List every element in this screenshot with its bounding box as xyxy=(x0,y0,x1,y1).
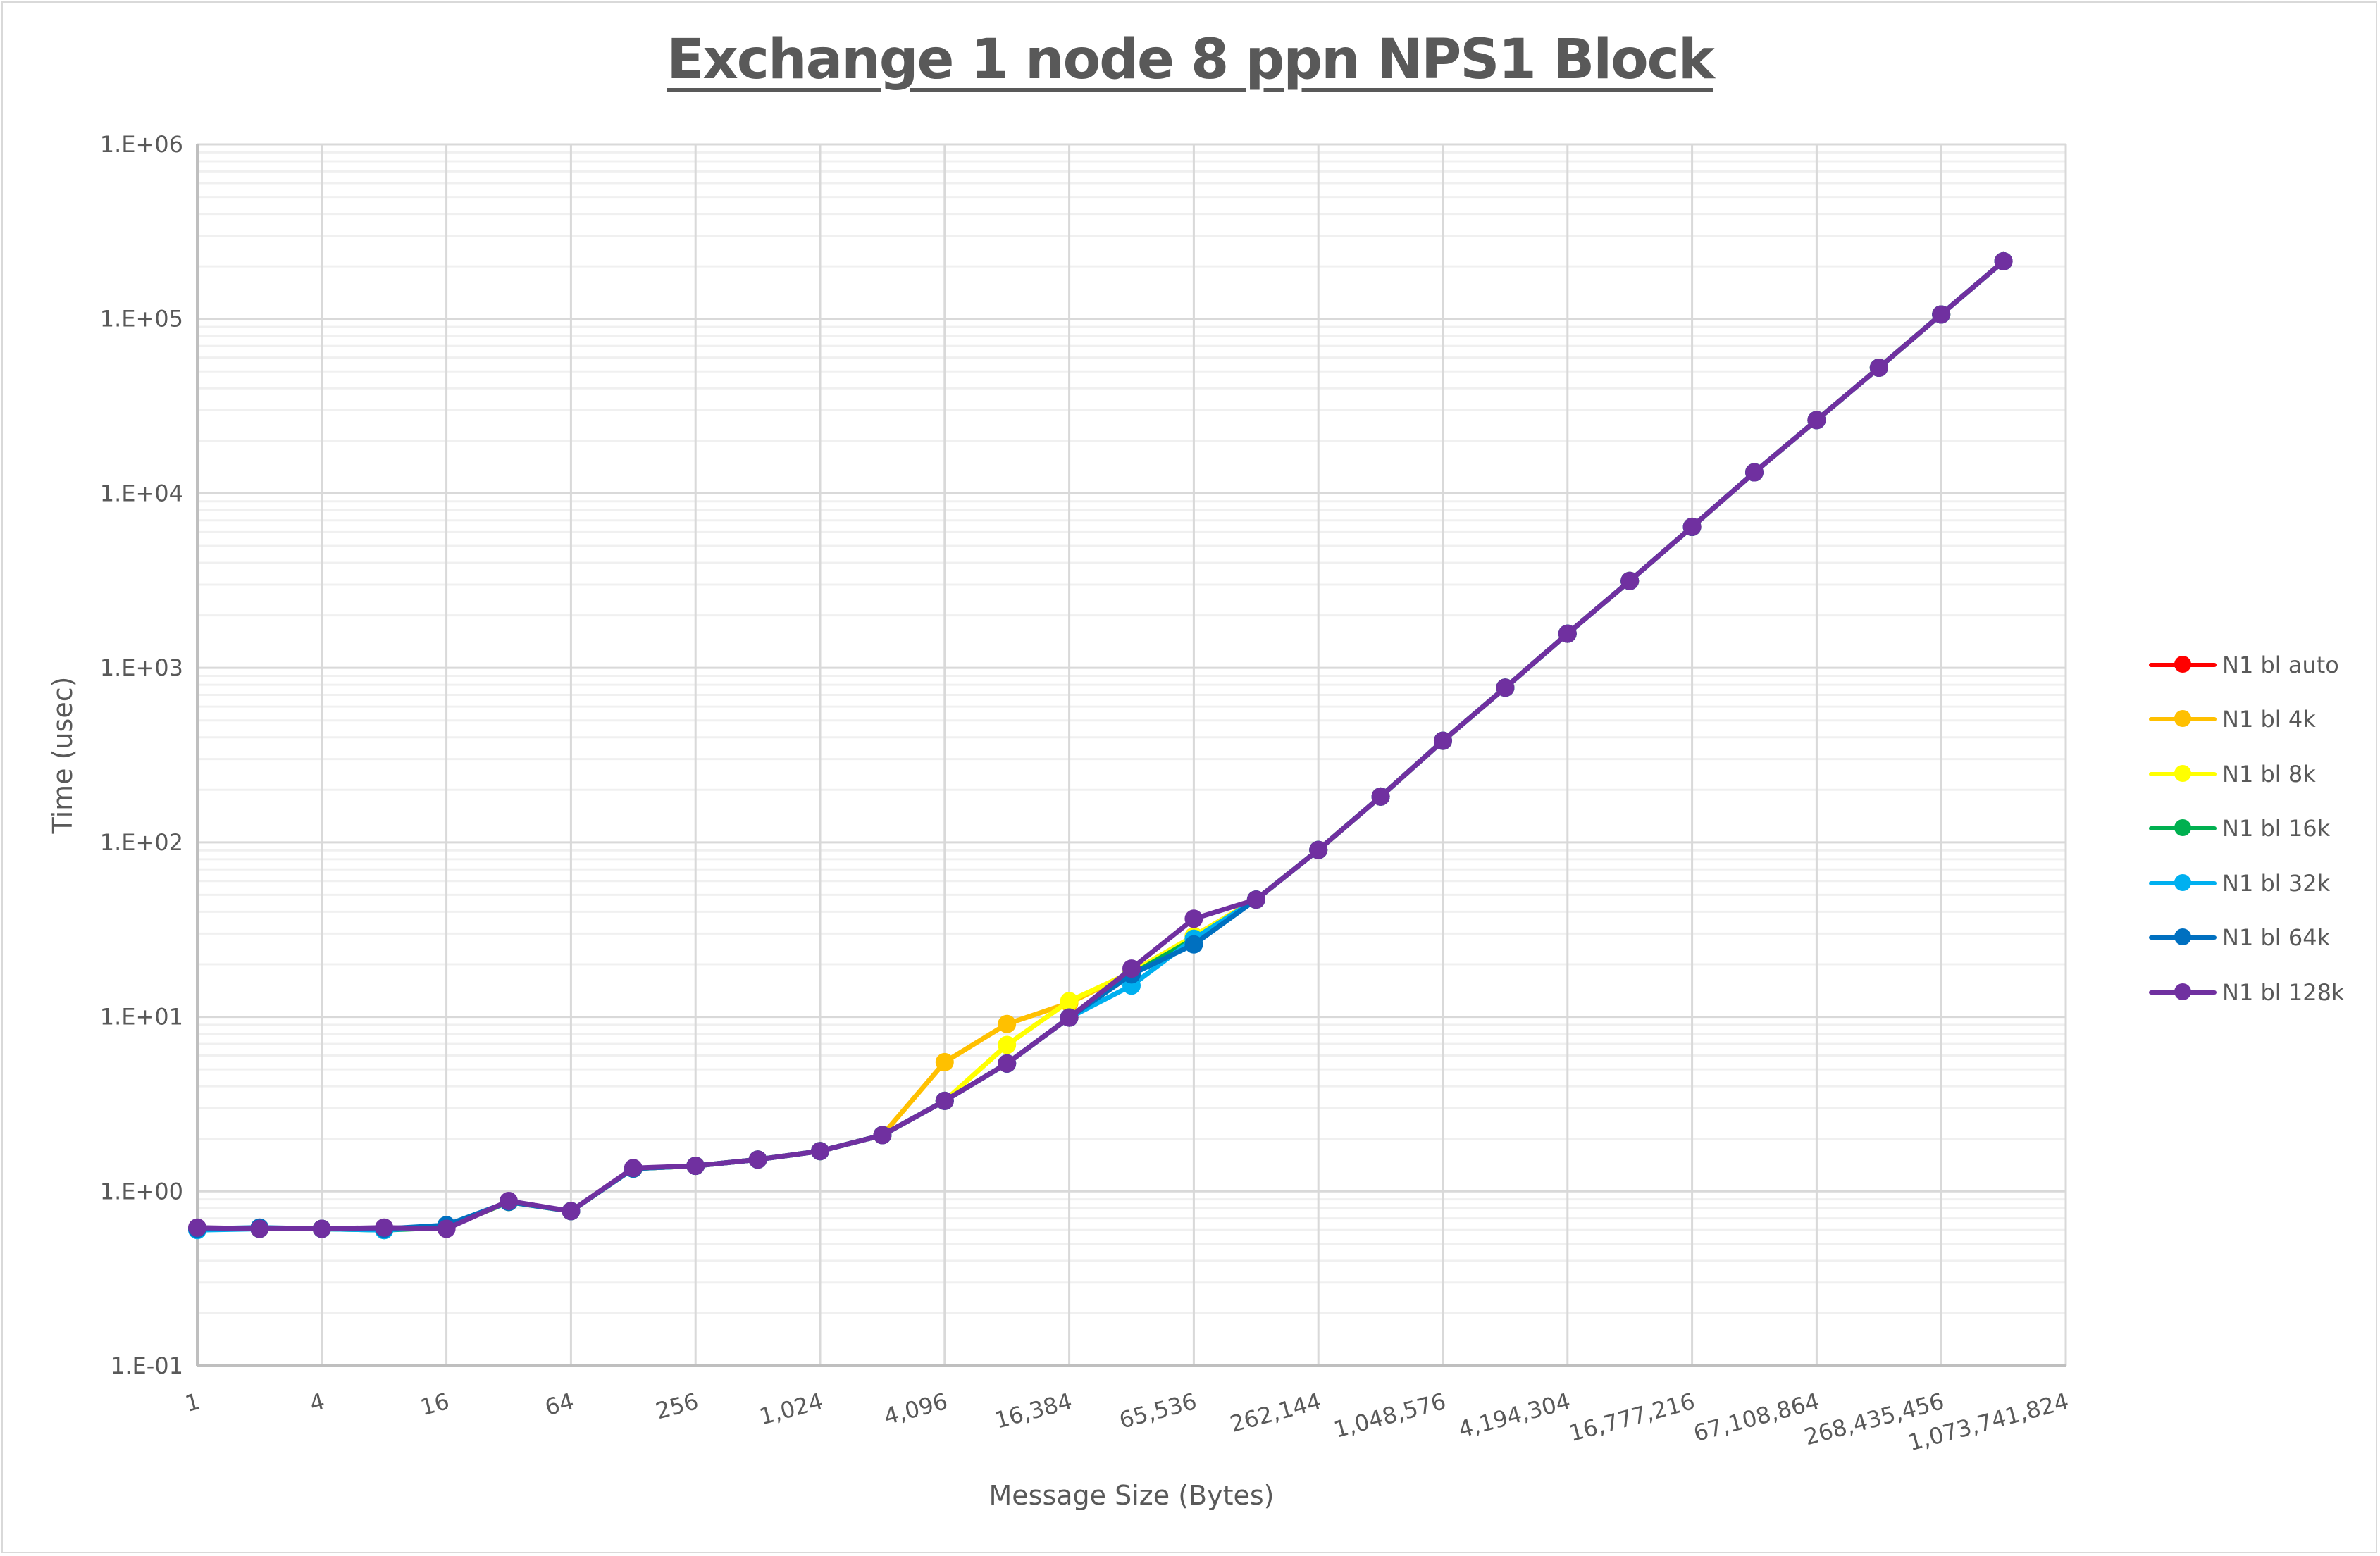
data-point-marker xyxy=(624,1159,643,1178)
legend-item[interactable]: N1 bl 16k xyxy=(2149,802,2344,857)
legend-label: N1 bl 64k xyxy=(2222,924,2331,952)
legend-swatch-icon xyxy=(2149,927,2217,948)
data-point-marker xyxy=(748,1150,767,1169)
data-point-marker xyxy=(935,1052,954,1071)
data-point-marker xyxy=(1558,624,1577,643)
x-tick-label: 65,536 xyxy=(1116,1388,1199,1434)
legend-label: N1 bl 128k xyxy=(2222,978,2345,1006)
data-point-marker xyxy=(1122,959,1141,978)
data-point-marker xyxy=(1184,909,1203,928)
legend-item[interactable]: N1 bl 8k xyxy=(2149,747,2344,802)
y-axis-ticks: 1.E+06 1.E+05 1.E+04 1.E+03 1.E+02 1.E+01 1.E+… xyxy=(100,131,183,1379)
data-point-marker xyxy=(686,1157,705,1176)
data-point-marker xyxy=(1434,731,1452,750)
x-tick-label: 4,194,304 xyxy=(1456,1388,1573,1443)
data-point-marker xyxy=(1682,517,1702,536)
legend-label: N1 bl 4k xyxy=(2222,706,2316,733)
x-tick-label: 4,096 xyxy=(881,1388,950,1430)
x-tick-label: 16,777,216 xyxy=(1566,1388,1698,1447)
series-line xyxy=(188,251,2013,1238)
series-line xyxy=(188,251,2013,1240)
data-point-marker xyxy=(1994,251,2013,270)
chart-title: Exchange 1 node 8 ppn NPS1 Block xyxy=(667,28,1715,92)
legend-swatch-icon xyxy=(2149,873,2217,894)
data-point-marker xyxy=(1060,992,1079,1011)
legend: N1 bl auto N1 bl 4k N1 bl 8k N1 bl 16k N… xyxy=(2149,637,2344,1020)
grid-lines xyxy=(196,143,2067,1367)
y-tick-label: 1.E+04 xyxy=(100,480,183,506)
data-point-marker xyxy=(1246,890,1265,909)
legend-item[interactable]: N1 bl 128k xyxy=(2149,965,2344,1020)
y-tick-label: 1.E+06 xyxy=(100,131,183,158)
x-tick-label: 1,048,576 xyxy=(1331,1388,1449,1443)
data-point-marker xyxy=(500,1192,518,1211)
data-point-marker xyxy=(998,1054,1017,1073)
data-point-marker xyxy=(1184,935,1203,954)
y-tick-label: 1.E-01 xyxy=(111,1352,183,1379)
y-tick-label: 1.E+01 xyxy=(100,1004,183,1031)
x-tick-label: 67,108,864 xyxy=(1691,1388,1823,1447)
legend-item[interactable]: N1 bl 4k xyxy=(2149,692,2344,747)
data-point-marker xyxy=(1060,1008,1079,1027)
data-point-marker xyxy=(188,1218,206,1237)
data-point-marker xyxy=(935,1091,954,1110)
data-point-marker xyxy=(312,1219,331,1238)
series-line xyxy=(188,251,2013,1238)
legend-item[interactable]: N1 bl auto xyxy=(2149,637,2344,692)
data-point-marker xyxy=(998,1035,1017,1054)
legend-swatch-icon xyxy=(2149,764,2217,785)
x-axis-title: Message Size (Bytes) xyxy=(989,1480,1275,1511)
x-tick-label: 64 xyxy=(542,1388,576,1421)
y-axis-title: Time (usec) xyxy=(47,677,78,835)
x-tick-label: 256 xyxy=(652,1388,701,1425)
data-point-marker xyxy=(1620,571,1640,590)
data-point-marker xyxy=(1371,787,1390,806)
series-line xyxy=(188,251,2013,1238)
legend-label: N1 bl 8k xyxy=(2222,760,2316,788)
data-point-marker xyxy=(375,1218,394,1237)
data-point-marker xyxy=(1807,411,1826,430)
legend-swatch-icon xyxy=(2149,818,2217,839)
x-tick-label: 1,024 xyxy=(757,1388,826,1430)
legend-swatch-icon xyxy=(2149,982,2217,1003)
data-point-marker xyxy=(1932,305,1951,324)
x-tick-label: 16,384 xyxy=(992,1388,1075,1434)
y-tick-label: 1.E+02 xyxy=(100,829,183,856)
legend-item[interactable]: N1 bl 32k xyxy=(2149,856,2344,911)
series-line xyxy=(188,251,2013,1238)
x-tick-label: 1 xyxy=(182,1388,204,1417)
data-point-marker xyxy=(998,1014,1017,1033)
legend-item[interactable]: N1 bl 64k xyxy=(2149,911,2344,966)
data-series xyxy=(188,251,2013,1240)
data-point-marker xyxy=(562,1202,581,1221)
x-tick-label: 16 xyxy=(418,1388,452,1421)
x-axis-ticks: 1 4 16 64 256 1,024 4,096 16,384 65,536 262,144 1,… xyxy=(182,1388,2072,1456)
legend-label: N1 bl 32k xyxy=(2222,869,2331,897)
data-point-marker xyxy=(250,1219,269,1238)
legend-swatch-icon xyxy=(2149,654,2217,676)
series-line xyxy=(188,251,2013,1240)
data-point-marker xyxy=(873,1126,892,1145)
data-point-marker xyxy=(1496,678,1515,697)
x-tick-label: 4 xyxy=(306,1388,328,1417)
legend-label: N1 bl auto xyxy=(2222,651,2339,678)
data-point-marker xyxy=(1745,463,1764,482)
x-tick-label: 262,144 xyxy=(1227,1388,1325,1438)
y-tick-label: 1.E+03 xyxy=(100,654,183,681)
legend-label: N1 bl 16k xyxy=(2222,815,2331,842)
series-line xyxy=(188,251,2013,1238)
legend-swatch-icon xyxy=(2149,709,2217,730)
y-tick-label: 1.E+05 xyxy=(100,306,183,332)
y-tick-label: 1.E+00 xyxy=(100,1178,183,1205)
data-point-marker xyxy=(1869,359,1888,378)
data-point-marker xyxy=(1309,840,1328,859)
data-point-marker xyxy=(437,1219,456,1238)
data-point-marker xyxy=(811,1142,829,1161)
